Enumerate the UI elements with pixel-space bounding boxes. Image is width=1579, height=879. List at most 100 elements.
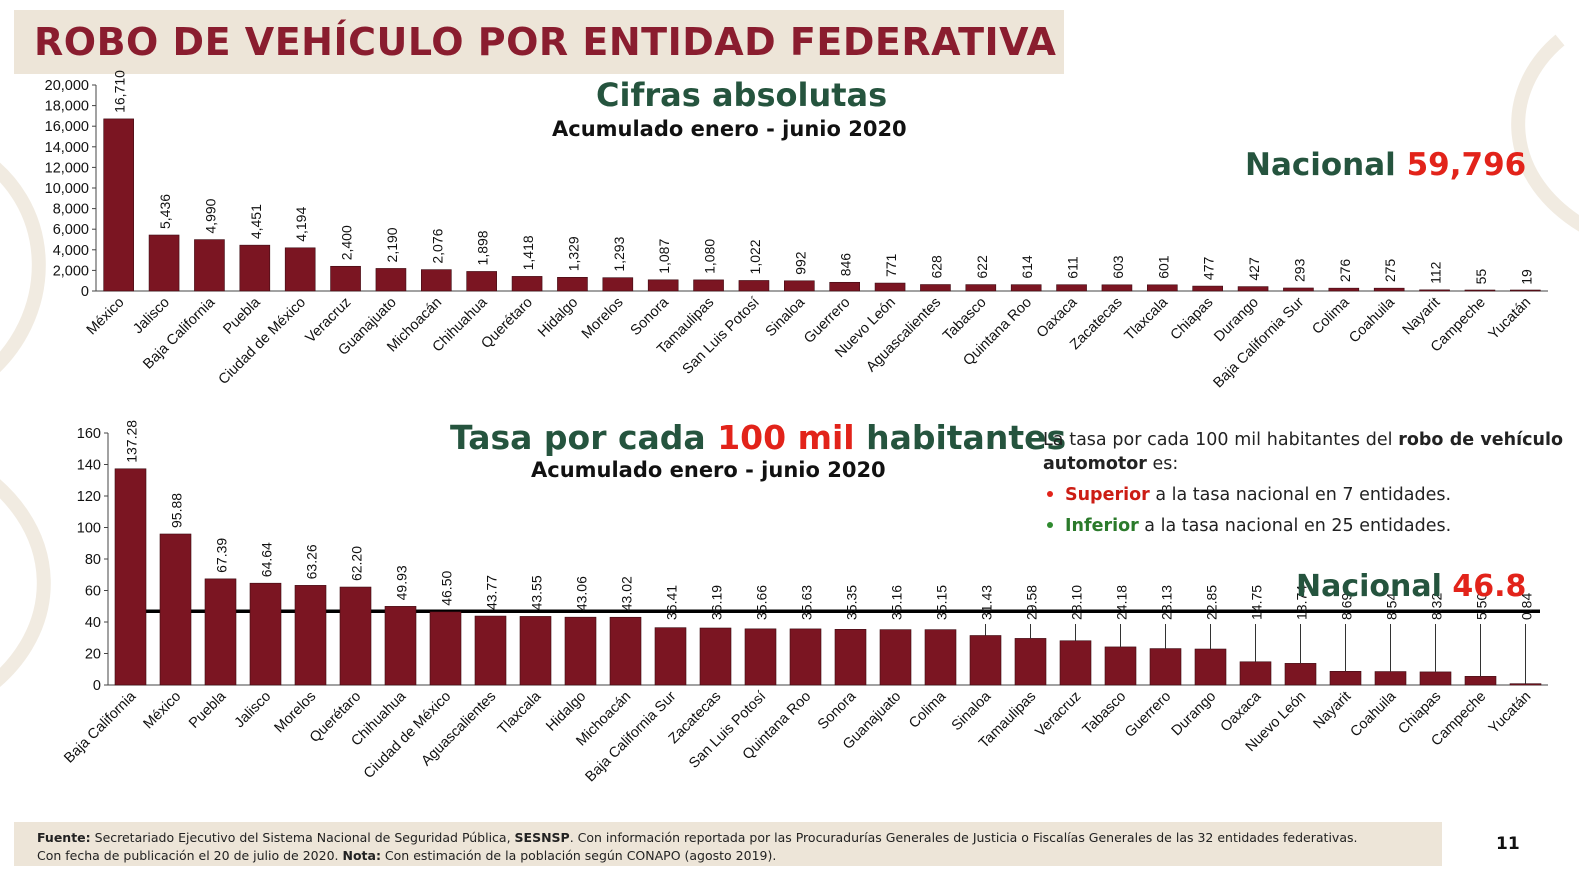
bar <box>1237 286 1269 292</box>
category-label: Coahuila <box>1348 688 1400 740</box>
value-label: 22.85 <box>1204 585 1220 620</box>
category-label: Colima <box>906 688 950 732</box>
note-intro-end: es: <box>1146 454 1179 474</box>
value-label: 1,087 <box>656 239 672 274</box>
bar <box>239 244 271 292</box>
bar <box>1149 648 1182 686</box>
value-label: 62.20 <box>349 546 365 581</box>
y-tick-label: 140 <box>77 458 101 474</box>
value-label: 43.77 <box>484 575 500 610</box>
value-label: 628 <box>928 255 944 279</box>
y-tick-label: 0 <box>81 284 89 300</box>
bar <box>1284 663 1317 686</box>
value-label: 1,080 <box>702 239 718 274</box>
value-label: 14.75 <box>1249 585 1265 620</box>
bar <box>969 635 1002 686</box>
bar <box>1374 671 1407 686</box>
bar <box>1239 661 1272 686</box>
value-label: 427 <box>1246 257 1262 281</box>
value-label: 36.41 <box>664 585 680 620</box>
footer-line2: Con fecha de publicación el 20 de julio … <box>37 848 343 863</box>
bar <box>699 627 732 686</box>
source-footer: Fuente: Secretariado Ejecutivo del Siste… <box>37 829 1357 865</box>
note-bullet-superior: Superior a la tasa nacional en 7 entidad… <box>1043 483 1563 507</box>
y-tick-label: 20 <box>85 647 101 663</box>
rate-note-intro: La tasa por cada 100 mil habitantes del … <box>1043 428 1563 476</box>
y-tick-label: 18,000 <box>45 99 89 115</box>
category-label: Nayarit <box>1311 689 1355 733</box>
footer-band <box>14 822 1442 866</box>
bar <box>103 118 134 292</box>
value-label: 4,451 <box>248 204 264 239</box>
category-label: Puebla <box>186 688 230 732</box>
value-label: 846 <box>838 253 854 277</box>
value-label: 35.66 <box>754 585 770 620</box>
category-label: Jalisco <box>232 689 275 732</box>
bar <box>744 628 777 686</box>
bar <box>466 271 497 292</box>
category-label: Sonora <box>815 688 860 733</box>
bar <box>1464 289 1496 292</box>
bar <box>647 279 679 292</box>
value-label: 1,418 <box>520 235 536 270</box>
note-superior-text: a la tasa nacional en 7 entidades. <box>1149 485 1452 505</box>
bar <box>789 628 822 686</box>
value-label: 5,436 <box>157 194 173 229</box>
bar <box>114 468 147 686</box>
bar <box>834 629 867 686</box>
chart2-nacional-label: Nacional <box>1296 569 1442 604</box>
chart1-nacional: Nacional 59,796 <box>1245 147 1526 183</box>
nota-text: Con estimación de la población según CON… <box>380 848 777 863</box>
bar <box>1464 676 1497 686</box>
fuente-label: Fuente: <box>37 830 91 845</box>
chart1-heading: Cifras absolutas <box>596 76 888 114</box>
y-tick-label: 6,000 <box>53 222 89 238</box>
bar <box>874 282 906 292</box>
bar <box>1147 284 1178 292</box>
bar <box>421 269 452 292</box>
category-label: México <box>141 689 185 733</box>
value-label: 46.50 <box>439 571 455 606</box>
category-label: Veracruz <box>1033 689 1085 741</box>
value-label: 611 <box>1065 256 1081 279</box>
bar <box>429 611 462 686</box>
bar <box>1509 683 1542 686</box>
value-label: 603 <box>1110 255 1126 279</box>
bar <box>1373 287 1405 292</box>
chart2-heading-part3: habitantes <box>854 418 1067 457</box>
rate-note: La tasa por cada 100 mil habitantes del … <box>1043 428 1563 538</box>
bar <box>194 239 225 292</box>
y-tick-label: 160 <box>77 426 101 442</box>
value-label: 95.88 <box>169 493 185 528</box>
bar <box>159 533 192 686</box>
bar <box>330 265 361 292</box>
sesnsp-label: SESNSP <box>514 830 570 845</box>
bar <box>1059 640 1092 686</box>
y-tick-label: 60 <box>85 584 101 600</box>
value-label: 29.58 <box>1024 585 1040 620</box>
chart2-heading-part1: Tasa por cada <box>450 418 718 457</box>
bar <box>924 629 957 686</box>
bar <box>1056 284 1087 292</box>
y-tick-label: 14,000 <box>45 140 89 156</box>
rate-per-100k-chart: 160 140 120 100 80 60 40 20 0 137.28 Baja Califor… <box>61 420 1548 785</box>
title-band <box>14 10 1064 74</box>
bar <box>1283 287 1314 292</box>
red-bullet-icon <box>1047 491 1053 497</box>
chart2-axes: 160 140 120 100 80 60 40 20 0 <box>77 426 1548 694</box>
bar <box>474 615 507 686</box>
value-label: 1,022 <box>747 239 763 274</box>
value-label: 63.26 <box>304 544 320 579</box>
value-label: 36.19 <box>709 585 725 620</box>
value-label: 0.84 <box>1519 593 1535 620</box>
y-tick-label: 8,000 <box>53 202 89 218</box>
y-tick-label: 12,000 <box>45 160 89 176</box>
absolute-figures-chart: 20,000 18,000 16,000 14,000 12,000 10,000 8,00… <box>45 70 1548 391</box>
chart2-bars <box>114 468 1542 686</box>
bar <box>375 268 407 292</box>
chart1-bars <box>103 118 1541 292</box>
value-label: 992 <box>792 251 808 275</box>
value-label: 276 <box>1337 259 1353 283</box>
value-label: 16,710 <box>112 70 128 113</box>
